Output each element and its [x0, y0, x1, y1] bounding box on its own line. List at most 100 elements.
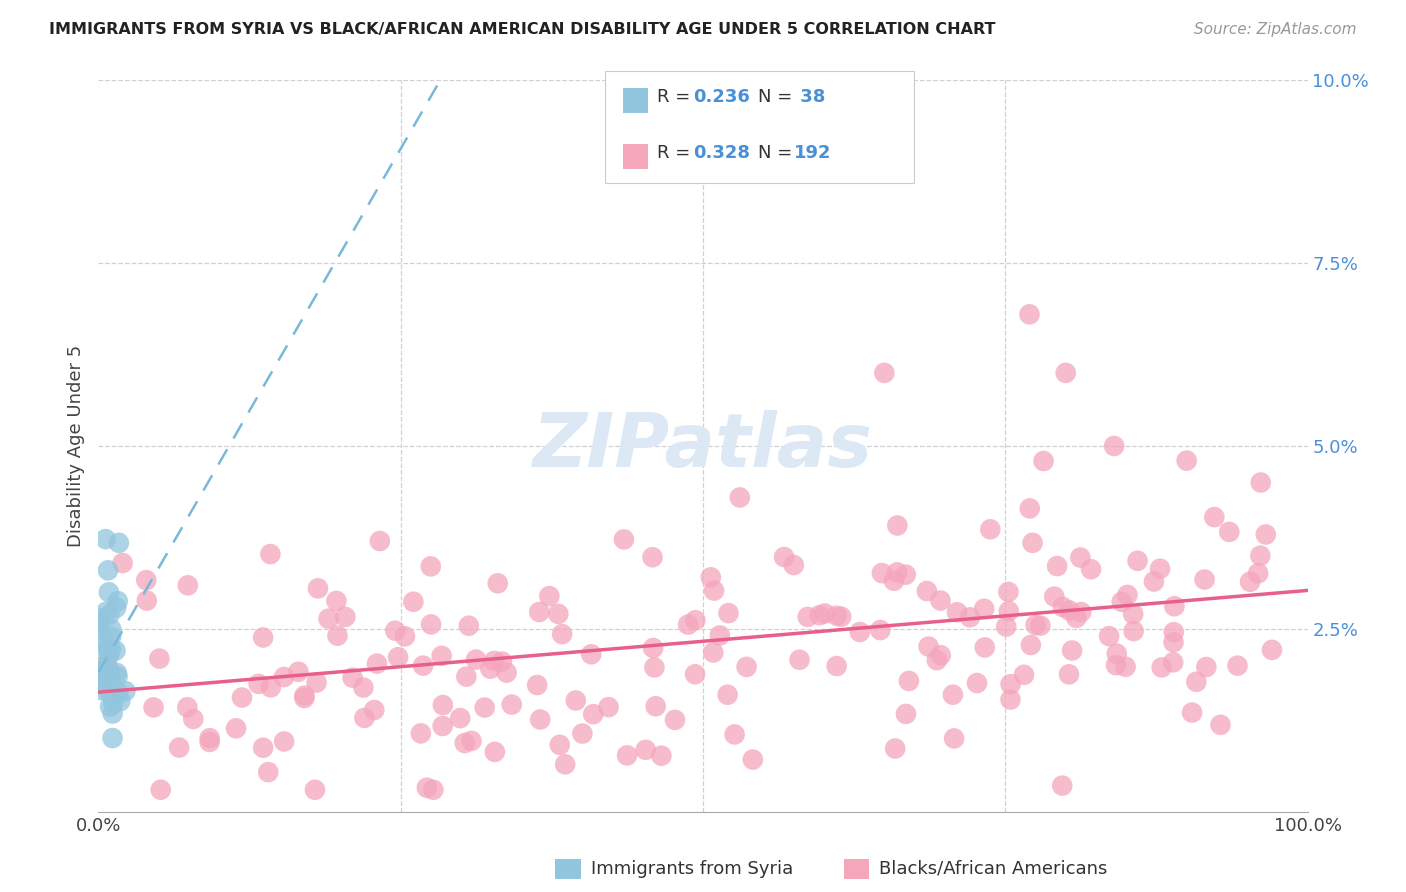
- Point: [100, 642, 122, 657]
- Point: [304, 782, 326, 797]
- Point: [252, 740, 274, 755]
- Point: [1247, 566, 1270, 581]
- Text: N =: N =: [758, 88, 797, 106]
- Point: [1059, 603, 1081, 617]
- Point: [1209, 718, 1232, 732]
- Point: [979, 522, 1001, 536]
- Point: [149, 782, 172, 797]
- Point: [198, 735, 221, 749]
- Point: [1163, 625, 1185, 640]
- Point: [1195, 660, 1218, 674]
- Point: [1175, 453, 1198, 467]
- Point: [430, 648, 453, 663]
- Point: [474, 700, 496, 714]
- Text: Immigrants from Syria: Immigrants from Syria: [591, 860, 793, 878]
- Point: [925, 653, 948, 667]
- Point: [1150, 660, 1173, 674]
- Point: [363, 703, 385, 717]
- Point: [1122, 624, 1144, 638]
- Point: [894, 567, 917, 582]
- Point: [409, 726, 432, 740]
- Point: [1054, 366, 1077, 380]
- Point: [91, 683, 114, 698]
- Point: [728, 491, 751, 505]
- Point: [1043, 590, 1066, 604]
- Point: [1052, 600, 1074, 615]
- Point: [98, 607, 121, 622]
- Point: [973, 602, 995, 616]
- Point: [1019, 638, 1042, 652]
- Point: [460, 734, 482, 748]
- Point: [90, 677, 112, 691]
- Point: [554, 757, 576, 772]
- Point: [869, 623, 891, 637]
- Point: [89, 615, 111, 630]
- Point: [1163, 635, 1185, 649]
- Point: [1105, 647, 1128, 661]
- Point: [107, 669, 129, 683]
- Point: [454, 736, 477, 750]
- Text: N =: N =: [758, 145, 797, 162]
- Y-axis label: Disability Age Under 5: Disability Age Under 5: [66, 345, 84, 547]
- Point: [432, 719, 454, 733]
- Point: [783, 558, 806, 572]
- Point: [501, 698, 523, 712]
- Point: [641, 550, 664, 565]
- Point: [700, 570, 723, 584]
- Point: [1098, 629, 1121, 643]
- Point: [582, 707, 605, 722]
- Point: [773, 549, 796, 564]
- Point: [997, 585, 1019, 599]
- Point: [929, 648, 952, 663]
- Point: [98, 686, 121, 700]
- Point: [548, 738, 571, 752]
- Point: [830, 609, 852, 624]
- Point: [581, 647, 603, 661]
- Point: [741, 753, 763, 767]
- Point: [1261, 643, 1284, 657]
- Point: [107, 685, 129, 699]
- Point: [717, 688, 740, 702]
- Point: [495, 665, 517, 680]
- Point: [107, 594, 129, 608]
- Point: [870, 566, 893, 580]
- Point: [1185, 674, 1208, 689]
- Point: [873, 366, 896, 380]
- Point: [325, 594, 347, 608]
- Point: [98, 670, 121, 684]
- Point: [529, 605, 551, 619]
- Point: [252, 631, 274, 645]
- Point: [96, 642, 118, 657]
- Point: [616, 748, 638, 763]
- Point: [1057, 667, 1080, 681]
- Point: [789, 653, 811, 667]
- Point: [735, 660, 758, 674]
- Point: [260, 681, 283, 695]
- Point: [709, 628, 731, 642]
- Point: [97, 585, 120, 599]
- Point: [93, 665, 115, 679]
- Point: [90, 659, 112, 673]
- Point: [135, 573, 157, 587]
- Point: [1111, 595, 1133, 609]
- Point: [1161, 656, 1184, 670]
- Point: [105, 665, 128, 680]
- Point: [305, 675, 328, 690]
- Point: [110, 694, 132, 708]
- Point: [457, 619, 479, 633]
- Point: [1029, 618, 1052, 632]
- Point: [449, 711, 471, 725]
- Point: [97, 563, 120, 577]
- Point: [1080, 562, 1102, 576]
- Point: [387, 650, 409, 665]
- Point: [100, 622, 122, 636]
- Point: [352, 681, 374, 695]
- Point: [273, 734, 295, 748]
- Point: [142, 700, 165, 714]
- Point: [96, 656, 118, 670]
- Point: [848, 625, 870, 640]
- Point: [231, 690, 253, 705]
- Point: [257, 765, 280, 780]
- Point: [479, 662, 502, 676]
- Point: [884, 741, 907, 756]
